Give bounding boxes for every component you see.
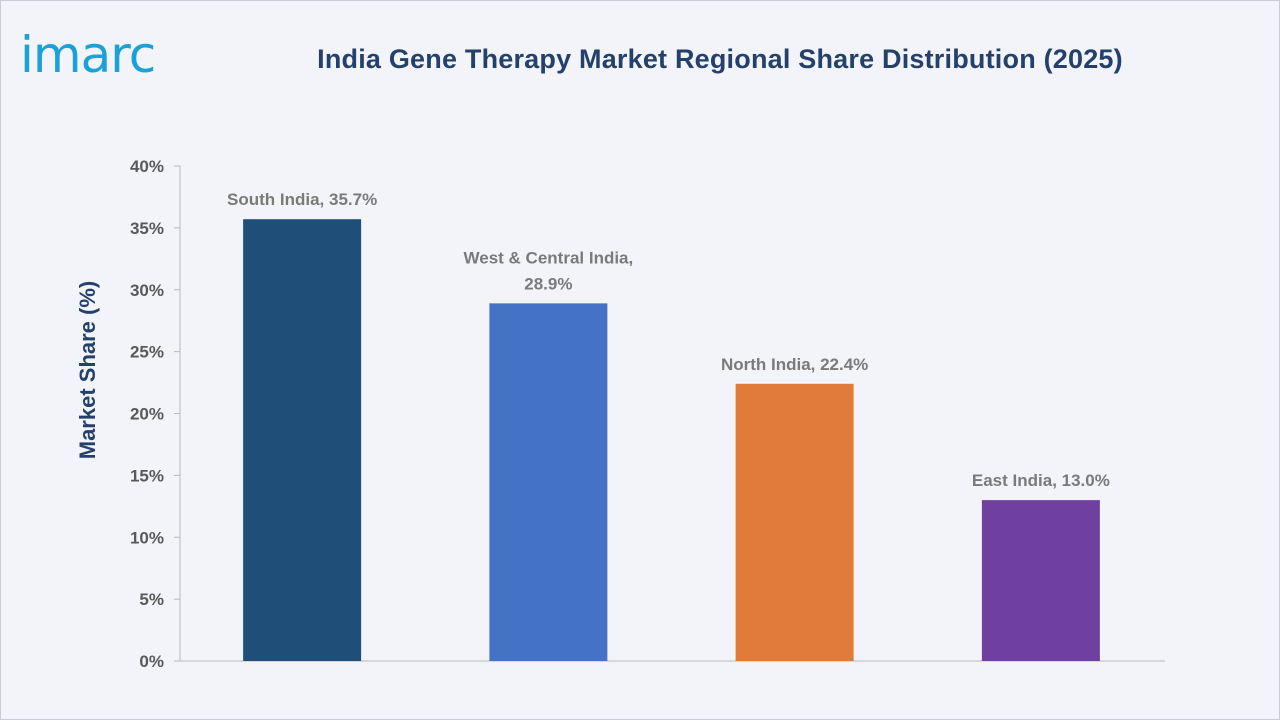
imarc-logo: imarc (20, 26, 156, 84)
y-tick-label: 10% (130, 528, 164, 547)
logo-text: imarc (20, 26, 155, 84)
data-label: East India, 13.0% (972, 471, 1110, 490)
y-tick-label: 40% (130, 157, 164, 176)
bar-2 (489, 303, 608, 661)
y-tick-label: 0% (139, 652, 164, 671)
y-tick-label: 20% (130, 405, 164, 424)
y-tick-label: 30% (130, 281, 164, 300)
y-tick-label: 25% (130, 343, 164, 362)
y-tick-label: 35% (130, 219, 164, 238)
data-label: South India, 35.7% (227, 190, 377, 209)
data-label: West & Central India, (464, 248, 634, 267)
bar-3 (735, 383, 854, 661)
data-label: 28.9% (524, 274, 572, 293)
bar-4 (981, 500, 1100, 661)
chart-title: India Gene Therapy Market Regional Share… (317, 44, 1123, 74)
y-tick-label: 5% (139, 590, 164, 609)
y-tick-label: 15% (130, 466, 164, 485)
data-label: North India, 22.4% (721, 355, 868, 374)
bar-1 (243, 219, 362, 661)
